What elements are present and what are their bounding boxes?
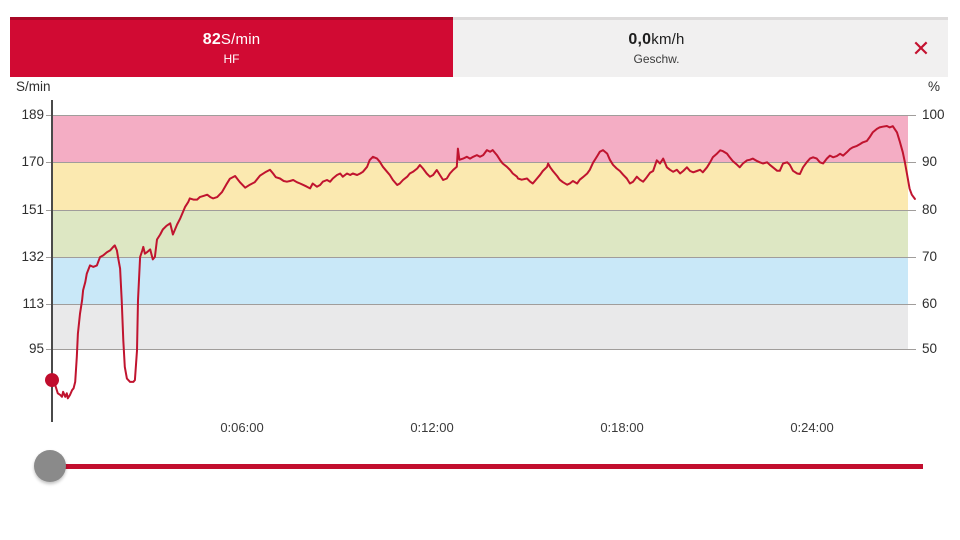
gridline-189 (46, 115, 916, 116)
y-axis-left-unit: S/min (16, 79, 51, 94)
y-tick-pct-100: 100 (922, 107, 945, 122)
y-tick-pct-80: 80 (922, 201, 938, 217)
heart-rate-value: 82 (202, 31, 221, 48)
speed-reading: 0,0km/h (628, 31, 684, 49)
close-icon: ✕ (911, 36, 931, 61)
y-tick-bpm-113: 113 (22, 296, 44, 312)
y-tick-bpm-95: 95 (28, 341, 44, 356)
timeline-slider[interactable] (0, 440, 960, 492)
x-tick-0:06:00: 0:06:00 (220, 420, 264, 435)
speed-unit: km/h (651, 31, 685, 48)
y-tick-pct-60: 60 (922, 296, 938, 312)
x-tick-0:24:00: 0:24:00 (790, 420, 834, 435)
y-tick-pct-70: 70 (922, 248, 938, 264)
heart-rate-reading: 82S/min (203, 31, 261, 49)
speed-value: 0,0 (628, 31, 652, 48)
chart-plot-area[interactable] (52, 100, 908, 422)
y-axis-right-unit: % (928, 79, 941, 94)
x-tick-0:18:00: 0:18:00 (600, 420, 644, 435)
slider-handle[interactable] (34, 450, 66, 482)
y-tick-pct-50: 50 (922, 341, 938, 356)
close-button[interactable]: ✕ (901, 31, 941, 67)
y-tick-pct-90: 90 (922, 154, 938, 170)
y-tick-bpm-151: 151 (21, 201, 44, 217)
y-tick-bpm-170: 170 (21, 154, 44, 170)
tab-bar: 82S/min HF 0,0km/h Geschw. (0, 17, 960, 77)
heart-rate-unit: S/min (220, 31, 261, 48)
tab-speed-label: Geschw. (633, 52, 680, 66)
tab-speed[interactable]: 0,0km/h Geschw. (453, 17, 948, 77)
tab-heart-rate-label: HF (223, 52, 240, 66)
y-tick-bpm-132: 132 (21, 248, 44, 264)
y-tick-bpm-189: 189 (21, 107, 44, 122)
slider-track[interactable] (52, 464, 923, 469)
x-tick-0:12:00: 0:12:00 (410, 420, 454, 435)
tab-heart-rate[interactable]: 82S/min HF (10, 17, 453, 77)
